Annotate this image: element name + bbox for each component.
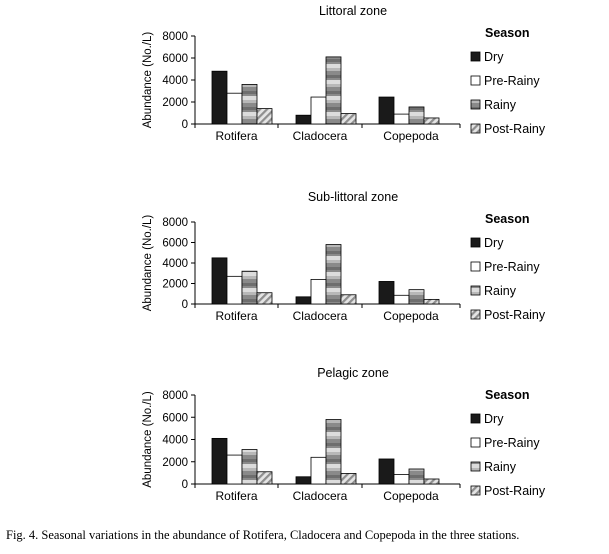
y-tick-label: 4000 bbox=[162, 435, 188, 447]
x-tick-label: Cladocera bbox=[293, 129, 348, 143]
y-tick-label: 2000 bbox=[162, 457, 188, 469]
legend-swatch bbox=[470, 413, 481, 424]
legend-label: Rainy bbox=[484, 284, 517, 298]
bar-dry bbox=[295, 296, 312, 305]
bar-dry bbox=[378, 281, 395, 305]
bar-post-rainy bbox=[423, 298, 440, 305]
bar-pre-rainy bbox=[393, 294, 410, 305]
bar-pre-rainy bbox=[226, 92, 243, 125]
legend-title: Season bbox=[485, 388, 529, 402]
chart-title: Littoral zone bbox=[319, 4, 387, 18]
legend-swatch bbox=[470, 309, 481, 320]
bar-post-rainy bbox=[256, 108, 273, 125]
x-tick-label: Copepoda bbox=[383, 489, 439, 503]
bar-post-rainy bbox=[340, 294, 357, 305]
bar-rainy bbox=[325, 56, 342, 125]
y-tick-label: 8000 bbox=[162, 31, 188, 43]
legend-swatch bbox=[470, 75, 481, 86]
legend-swatch bbox=[470, 285, 481, 296]
legend-label: Pre-Rainy bbox=[484, 260, 540, 274]
bar-rainy bbox=[408, 106, 425, 125]
y-tick-label: 0 bbox=[182, 119, 188, 131]
legend-label: Rainy bbox=[484, 460, 517, 474]
bar-dry bbox=[211, 257, 228, 305]
x-tick-label: Cladocera bbox=[293, 489, 348, 503]
bar-dry bbox=[378, 96, 395, 125]
legend-title: Season bbox=[485, 26, 529, 40]
bar-rainy bbox=[325, 419, 342, 485]
legend-swatch bbox=[470, 461, 481, 472]
y-tick-label: 8000 bbox=[162, 390, 188, 402]
figure-caption: Fig. 4. Seasonal variations in the abund… bbox=[6, 528, 520, 542]
bar-rainy bbox=[408, 289, 425, 305]
y-axis-label: Abundance (No./L) bbox=[142, 215, 154, 312]
chart-panel-2: Sub-littoral zone Abundance (No./L) 0 2000 4… bbox=[142, 190, 546, 323]
y-tick-label: 4000 bbox=[162, 258, 188, 270]
bar-rainy bbox=[325, 244, 342, 305]
bar-pre-rainy bbox=[310, 456, 327, 485]
legend-swatch bbox=[470, 51, 481, 62]
legend-swatch bbox=[470, 261, 481, 272]
y-axis-label: Abundance (No./L) bbox=[142, 32, 154, 129]
legend-label: Dry bbox=[484, 50, 504, 64]
bar-pre-rainy bbox=[393, 474, 410, 485]
legend-swatch bbox=[470, 437, 481, 448]
y-axis-label: Abundance (No./L) bbox=[142, 391, 154, 488]
bar-pre-rainy bbox=[226, 275, 243, 305]
legend-label: Dry bbox=[484, 236, 504, 250]
y-tick-label: 0 bbox=[182, 299, 188, 311]
y-tick-label: 4000 bbox=[162, 75, 188, 87]
bar-dry bbox=[211, 70, 228, 125]
legend-label: Dry bbox=[484, 412, 504, 426]
y-tick-label: 6000 bbox=[162, 53, 188, 65]
x-tick-label: Rotifera bbox=[215, 129, 257, 143]
bar-post-rainy bbox=[340, 473, 357, 485]
x-tick-label: Rotifera bbox=[215, 309, 257, 323]
bar-post-rainy bbox=[423, 478, 440, 485]
chart-title: Pelagic zone bbox=[317, 366, 389, 380]
bar-rainy bbox=[241, 449, 258, 485]
legend-swatch bbox=[470, 237, 481, 248]
bar-dry bbox=[295, 114, 312, 125]
bar-dry bbox=[211, 437, 228, 485]
bar-dry bbox=[378, 458, 395, 485]
legend-swatch bbox=[470, 485, 481, 496]
bar-rainy bbox=[241, 84, 258, 125]
legend-label: Post-Rainy bbox=[484, 484, 546, 498]
legend-swatch bbox=[470, 99, 481, 110]
x-tick-label: Copepoda bbox=[383, 129, 439, 143]
chart-title: Sub-littoral zone bbox=[308, 190, 398, 204]
x-tick-label: Cladocera bbox=[293, 309, 348, 323]
chart-panel-3: Pelagic zone Abundance (No./L) 0 2000 4000 60… bbox=[142, 366, 546, 503]
y-tick-label: 2000 bbox=[162, 97, 188, 109]
bar-pre-rainy bbox=[310, 96, 327, 125]
y-tick-label: 6000 bbox=[162, 238, 188, 250]
bar-pre-rainy bbox=[226, 454, 243, 485]
legend-label: Post-Rainy bbox=[484, 308, 546, 322]
x-tick-label: Rotifera bbox=[215, 489, 257, 503]
bar-post-rainy bbox=[340, 113, 357, 125]
legend-label: Rainy bbox=[484, 98, 517, 112]
x-tick-label: Copepoda bbox=[383, 309, 439, 323]
bar-pre-rainy bbox=[393, 113, 410, 125]
legend-label: Pre-Rainy bbox=[484, 74, 540, 88]
legend-swatch bbox=[470, 123, 481, 134]
legend-title: Season bbox=[485, 212, 529, 226]
y-tick-label: 8000 bbox=[162, 217, 188, 229]
y-tick-label: 6000 bbox=[162, 412, 188, 424]
bar-post-rainy bbox=[256, 471, 273, 485]
bar-rainy bbox=[408, 468, 425, 485]
bar-rainy bbox=[241, 270, 258, 305]
y-tick-label: 0 bbox=[182, 479, 188, 491]
bar-post-rainy bbox=[256, 292, 273, 305]
bar-post-rainy bbox=[423, 117, 440, 125]
legend-label: Post-Rainy bbox=[484, 122, 546, 136]
legend-label: Pre-Rainy bbox=[484, 436, 540, 450]
y-tick-label: 2000 bbox=[162, 279, 188, 291]
bar-pre-rainy bbox=[310, 278, 327, 305]
bar-dry bbox=[295, 476, 312, 485]
chart-panel-1: Littoral zone Abundance (No./L) 0 2000 4000 6… bbox=[142, 4, 546, 143]
